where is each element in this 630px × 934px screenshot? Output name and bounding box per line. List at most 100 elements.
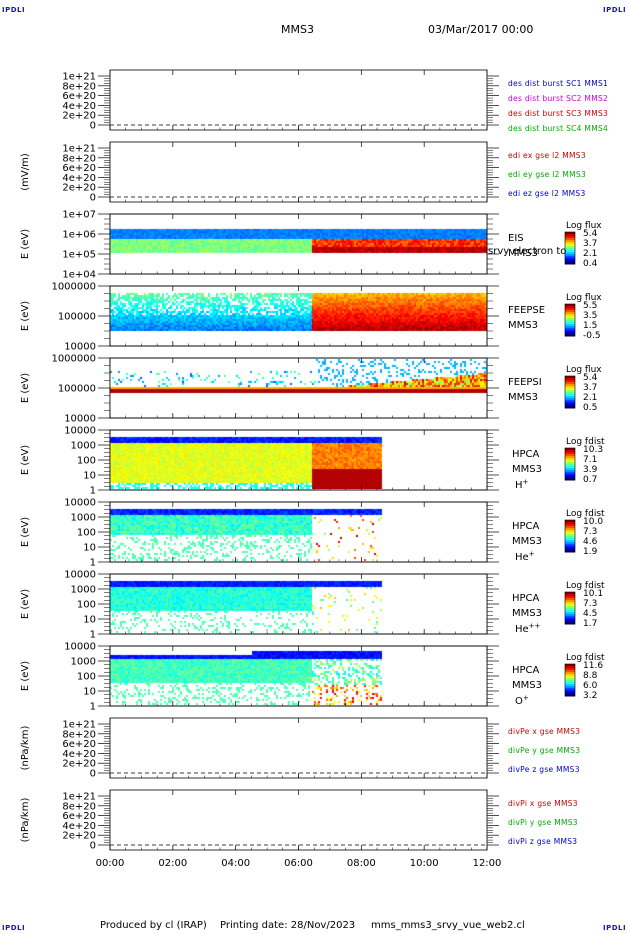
colorbar-swatch-7 [565, 620, 575, 623]
instrument-label: HPCA [512, 665, 540, 676]
species-label: He+ [515, 550, 535, 563]
colorbar-swatch-4 [565, 398, 575, 401]
y-tick-label: 0 [90, 841, 96, 852]
y-tick-label: 4e+20 [62, 821, 96, 832]
colorbar-swatch-8 [565, 694, 575, 697]
legend-entry: divPi x gse MMS3 [508, 799, 578, 808]
colorbar-swatch-6 [565, 544, 575, 547]
corner-label-bottom-left: IPDLI [2, 924, 26, 932]
y-tick-label: 8e+20 [62, 153, 96, 164]
colorbar-swatch-2 [565, 252, 575, 255]
instrument-label: MMS3 [512, 536, 542, 547]
y-tick-label: 6e+20 [62, 811, 96, 822]
colorbar-swatch-8 [565, 682, 575, 685]
spectrogram-image-3 [110, 287, 487, 345]
colorbar-swatch-7 [565, 602, 575, 605]
colorbar-tick-label-6: 10.0 [583, 517, 603, 527]
colorbar-swatch-3 [565, 304, 575, 307]
colorbar-tick-label-8: 6.0 [583, 681, 598, 691]
panel-edi [109, 141, 488, 203]
colorbar-swatch-2 [565, 248, 575, 251]
colorbar-tick-label-5: 7.1 [583, 455, 597, 465]
y-tick-label: 10 [83, 543, 96, 554]
y-tick-label: 1 [90, 558, 96, 569]
colorbar-tick-label-8: 11.6 [583, 661, 603, 671]
y-axis-label: E (eV) [20, 373, 31, 403]
figure-title: MMS3 [281, 23, 314, 36]
y-tick-label: 1e+07 [62, 210, 96, 221]
colorbar-swatch-2 [565, 250, 575, 253]
legend-entry: des dist burst SC1 MMS1 [508, 79, 608, 88]
instrument-label: EIS [508, 233, 524, 244]
y-tick-label: 1000000 [51, 354, 96, 365]
colorbar-swatch-2 [565, 240, 575, 243]
colorbar-swatch-3 [565, 328, 575, 331]
colorbar-swatch-6 [565, 540, 575, 543]
colorbar-swatch-3 [565, 308, 575, 311]
colorbar-swatch-8 [565, 684, 575, 687]
colorbar-swatch-8 [565, 664, 575, 667]
colorbar-tick-label-2: 5.4 [583, 229, 598, 239]
colorbar-title-4: Log flux [566, 365, 602, 375]
colorbar-swatch-2 [565, 242, 575, 245]
colorbar-swatch-5 [565, 450, 575, 453]
y-tick-label: 1000 [71, 585, 96, 596]
colorbar-swatch-6 [565, 528, 575, 531]
y-tick-label: 1000 [71, 513, 96, 524]
y-tick-label: 100 [77, 672, 96, 683]
y-axis-label: (nPa/km) [20, 798, 31, 843]
colorbar-title-3: Log flux [566, 293, 602, 303]
colorbar-tick-label-4: 2.1 [583, 393, 597, 403]
instrument-label: FEEPSI [508, 377, 542, 388]
colorbar-swatch-6 [565, 530, 575, 533]
colorbar-swatch-5 [565, 452, 575, 455]
colorbar-swatch-8 [565, 692, 575, 695]
colorbar-frame-8 [564, 663, 576, 697]
colorbar-swatch-3 [565, 310, 575, 313]
panel-divpe [109, 717, 488, 779]
y-axis-label: (mV/m) [20, 153, 31, 191]
instrument-label: HPCA [512, 593, 540, 604]
instrument-label: MMS3 [512, 608, 542, 619]
colorbar-swatch-3 [565, 332, 575, 335]
colorbar-swatch-6 [565, 546, 575, 549]
colorbar-swatch-7 [565, 606, 575, 609]
colorbar-swatch-4 [565, 390, 575, 393]
y-tick-label: 1 [90, 702, 96, 713]
colorbar-swatch-6 [565, 534, 575, 537]
colorbar-swatch-7 [565, 600, 575, 603]
colorbar-swatch-2 [565, 244, 575, 247]
colorbar-tick-label-7: 4.5 [583, 609, 597, 619]
instrument-label: MMS3 [508, 392, 538, 403]
colorbar-swatch-3 [565, 314, 575, 317]
y-tick-label: 4e+20 [62, 749, 96, 760]
colorbar-swatch-5 [565, 456, 575, 459]
spectrogram-image-5 [110, 431, 487, 489]
y-tick-label: 2e+20 [62, 759, 96, 770]
legend-entry: divPi y gse MMS3 [508, 818, 578, 827]
species-charge: + [529, 550, 535, 558]
y-axis-label: (nPa/km) [20, 726, 31, 771]
corner-label-top-right: IPDLI [603, 6, 627, 14]
colorbar-title-8: Log fdist [566, 653, 605, 663]
y-tick-label: 10 [83, 471, 96, 482]
legend-entry: edi ez gse l2 MMS3 [508, 189, 586, 198]
colorbar-tick-label-6: 7.3 [583, 527, 597, 537]
colorbar-frame-2 [564, 231, 576, 265]
instrument-label: MMS3 [512, 464, 542, 475]
colorbar-swatch-2 [565, 246, 575, 249]
y-tick-label: 1e+21 [62, 144, 96, 155]
colorbar-swatch-2 [565, 258, 575, 261]
colorbar-tick-label-4: 0.5 [583, 403, 597, 413]
colorbar-tick-label-3: 5.5 [583, 301, 597, 311]
y-tick-label: 1000 [71, 441, 96, 452]
y-tick-label: 100 [77, 528, 96, 539]
y-tick-label: 1 [90, 630, 96, 641]
legend-entry: divPe z gse MMS3 [508, 765, 580, 774]
colorbar-swatch-4 [565, 378, 575, 381]
species-label: O+ [515, 694, 529, 707]
instrument-label: MMS3 [508, 320, 538, 331]
y-tick-label: 100000 [58, 384, 96, 395]
y-axis-label: E (eV) [20, 517, 31, 547]
